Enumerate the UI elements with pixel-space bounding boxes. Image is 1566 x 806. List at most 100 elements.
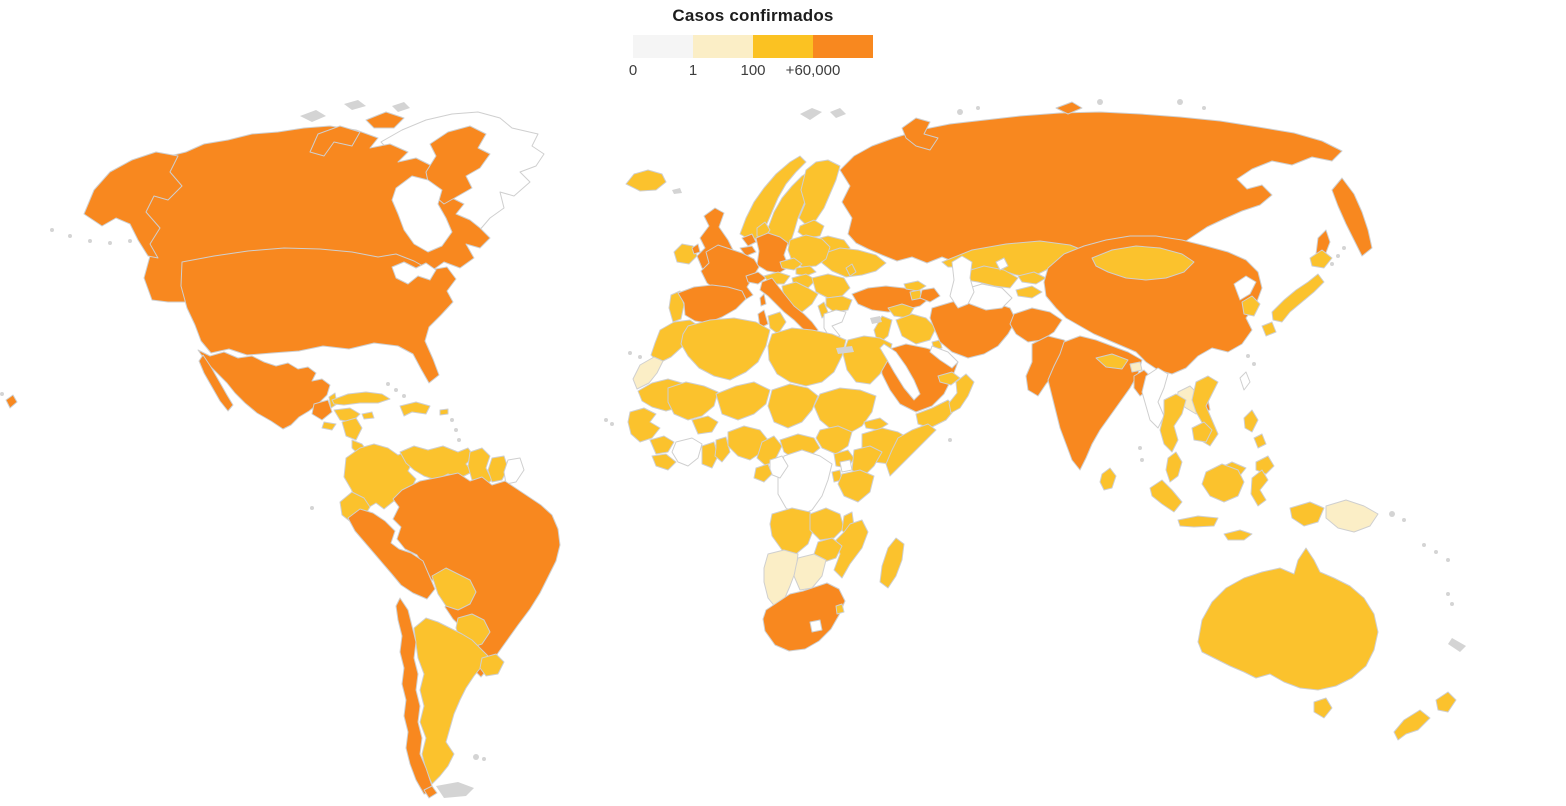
country-niger[interactable] bbox=[715, 381, 771, 421]
country-usa-hawaii[interactable] bbox=[5, 394, 18, 409]
country-china[interactable] bbox=[1043, 235, 1263, 375]
country-greece[interactable] bbox=[823, 309, 847, 339]
country-ukraine[interactable] bbox=[821, 247, 887, 278]
country-guatemala[interactable] bbox=[311, 399, 333, 421]
country-philippines-luzon[interactable] bbox=[1243, 409, 1259, 433]
country-sudan[interactable] bbox=[813, 387, 877, 435]
country-uae[interactable] bbox=[937, 371, 961, 386]
country-moldova[interactable] bbox=[845, 263, 857, 277]
country-malaysia[interactable] bbox=[1165, 451, 1183, 483]
country-spain[interactable] bbox=[677, 284, 747, 324]
country-philippines-mindanao[interactable] bbox=[1255, 455, 1275, 475]
country-puerto-rico[interactable] bbox=[439, 408, 449, 416]
country-bhutan[interactable] bbox=[1129, 361, 1143, 373]
country-chad[interactable] bbox=[767, 383, 819, 429]
country-south-africa[interactable] bbox=[762, 582, 846, 652]
country-eritrea[interactable] bbox=[863, 417, 889, 431]
country-mozambique[interactable] bbox=[833, 519, 869, 579]
country-slovakia[interactable] bbox=[795, 265, 817, 277]
country-mexico[interactable] bbox=[197, 349, 331, 430]
country-indonesia-sumatra[interactable] bbox=[1149, 479, 1183, 513]
country-syria[interactable] bbox=[887, 303, 915, 319]
country-algeria[interactable] bbox=[680, 317, 771, 381]
country-north-korea[interactable] bbox=[1233, 275, 1257, 301]
country-argentina[interactable] bbox=[413, 617, 489, 785]
country-usa-alaska[interactable] bbox=[83, 151, 183, 259]
country-iceland[interactable] bbox=[625, 169, 667, 192]
country-baltics[interactable] bbox=[797, 219, 825, 239]
country-south-sudan[interactable] bbox=[815, 425, 853, 455]
country-czechia[interactable] bbox=[779, 257, 803, 271]
country-netherlands[interactable] bbox=[741, 233, 757, 247]
country-eswatini[interactable] bbox=[835, 603, 845, 615]
country-japan-honshu[interactable] bbox=[1271, 273, 1325, 323]
country-russia-kamchatka[interactable] bbox=[1331, 177, 1373, 257]
country-suriname[interactable] bbox=[487, 455, 509, 483]
country-kyrgyzstan[interactable] bbox=[1017, 271, 1047, 285]
country-usa[interactable] bbox=[180, 247, 457, 384]
country-cuba[interactable] bbox=[331, 391, 391, 406]
country-philippines-visayas[interactable] bbox=[1253, 433, 1267, 449]
country-afghanistan[interactable] bbox=[1009, 307, 1063, 343]
country-france-corsica[interactable] bbox=[759, 293, 767, 307]
country-nicaragua[interactable] bbox=[341, 417, 363, 441]
country-canada-victoria-island[interactable] bbox=[309, 125, 361, 157]
country-mexico-baja[interactable] bbox=[198, 354, 234, 412]
country-finland[interactable] bbox=[798, 159, 841, 227]
country-ghana[interactable] bbox=[701, 441, 719, 469]
country-sri-lanka[interactable] bbox=[1099, 467, 1117, 491]
country-azerbaijan[interactable] bbox=[919, 287, 941, 303]
country-japan-kyushu[interactable] bbox=[1261, 321, 1277, 337]
country-jamaica[interactable] bbox=[361, 411, 375, 420]
country-romania[interactable] bbox=[811, 273, 851, 299]
country-iraq[interactable] bbox=[895, 313, 937, 345]
country-india[interactable] bbox=[1047, 335, 1143, 471]
country-gabon[interactable] bbox=[753, 463, 773, 483]
country-chile-tdf[interactable] bbox=[423, 785, 438, 799]
country-belgium[interactable] bbox=[739, 245, 757, 257]
country-vietnam[interactable] bbox=[1191, 375, 1219, 447]
country-georgia[interactable] bbox=[903, 280, 927, 292]
country-burkina-faso[interactable] bbox=[691, 415, 719, 435]
country-russia-sakhalin[interactable] bbox=[1315, 229, 1331, 259]
country-switzerland[interactable] bbox=[745, 271, 767, 285]
country-australia[interactable] bbox=[1197, 547, 1379, 691]
territory-taiwan[interactable] bbox=[1239, 371, 1251, 391]
country-guinea[interactable] bbox=[649, 435, 675, 455]
country-indonesia-kalimantan[interactable] bbox=[1201, 463, 1245, 503]
country-bulgaria[interactable] bbox=[825, 295, 853, 313]
country-oman[interactable] bbox=[948, 373, 975, 414]
country-tajikistan[interactable] bbox=[1015, 285, 1043, 299]
country-somalia[interactable] bbox=[885, 423, 937, 477]
country-united-kingdom-ni[interactable] bbox=[691, 243, 701, 255]
country-cote-divoire[interactable] bbox=[671, 437, 703, 467]
country-yemen[interactable] bbox=[915, 399, 957, 429]
country-poland[interactable] bbox=[787, 234, 831, 268]
country-togo-benin[interactable] bbox=[714, 436, 731, 463]
country-indonesia-papua[interactable] bbox=[1289, 501, 1325, 527]
country-thailand[interactable] bbox=[1159, 393, 1187, 453]
country-tanzania[interactable] bbox=[837, 469, 875, 503]
country-indonesia-sulawesi[interactable] bbox=[1250, 469, 1269, 507]
country-japan-hokkaido[interactable] bbox=[1309, 249, 1333, 269]
country-western-sahara[interactable] bbox=[632, 356, 664, 390]
country-hispaniola[interactable] bbox=[399, 401, 431, 417]
country-madagascar[interactable] bbox=[879, 537, 905, 589]
country-canada-arctic-island[interactable] bbox=[365, 111, 405, 129]
country-portugal[interactable] bbox=[668, 290, 685, 323]
country-nepal[interactable] bbox=[1095, 353, 1129, 370]
country-libya[interactable] bbox=[767, 327, 847, 387]
country-cambodia[interactable] bbox=[1191, 421, 1213, 443]
country-indonesia-lesser-sunda[interactable] bbox=[1223, 529, 1253, 541]
country-mongolia[interactable] bbox=[1091, 245, 1195, 281]
country-australia-tasmania[interactable] bbox=[1313, 697, 1333, 719]
country-bolivia[interactable] bbox=[431, 567, 477, 611]
country-peru[interactable] bbox=[347, 508, 436, 600]
country-papua-new-guinea[interactable] bbox=[1325, 499, 1379, 533]
country-el-salvador[interactable] bbox=[321, 421, 337, 431]
country-canada-baffin[interactable] bbox=[425, 125, 491, 205]
country-tunisia[interactable] bbox=[767, 311, 787, 335]
country-indonesia-java[interactable] bbox=[1177, 515, 1219, 528]
country-senegal[interactable] bbox=[627, 407, 661, 443]
country-russia-severnaya[interactable] bbox=[1055, 101, 1083, 115]
